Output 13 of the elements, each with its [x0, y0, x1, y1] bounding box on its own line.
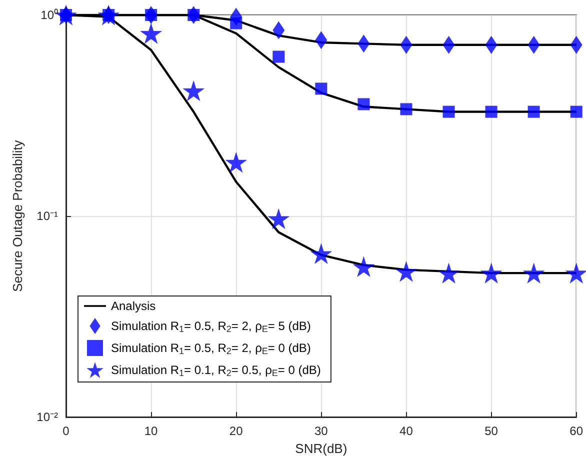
y-tick-label: 10⁻²: [36, 410, 58, 424]
x-tick-label: 20: [229, 424, 244, 438]
x-axis-title: SNR(dB): [295, 440, 348, 456]
x-tick-label: 0: [62, 424, 70, 438]
y-tick-label: 10⁻¹: [36, 209, 58, 223]
x-tick-label: 50: [484, 424, 498, 438]
x-tick-label: 10: [144, 424, 158, 438]
y-axis-title: Secure Outage Probability: [10, 140, 25, 292]
x-tick-label: 40: [400, 424, 414, 438]
legend-label: Analysis: [111, 299, 156, 313]
x-tick-label: 60: [570, 424, 584, 438]
y-tick-label: 10⁰: [40, 8, 58, 22]
x-tick-label: 30: [314, 424, 328, 438]
